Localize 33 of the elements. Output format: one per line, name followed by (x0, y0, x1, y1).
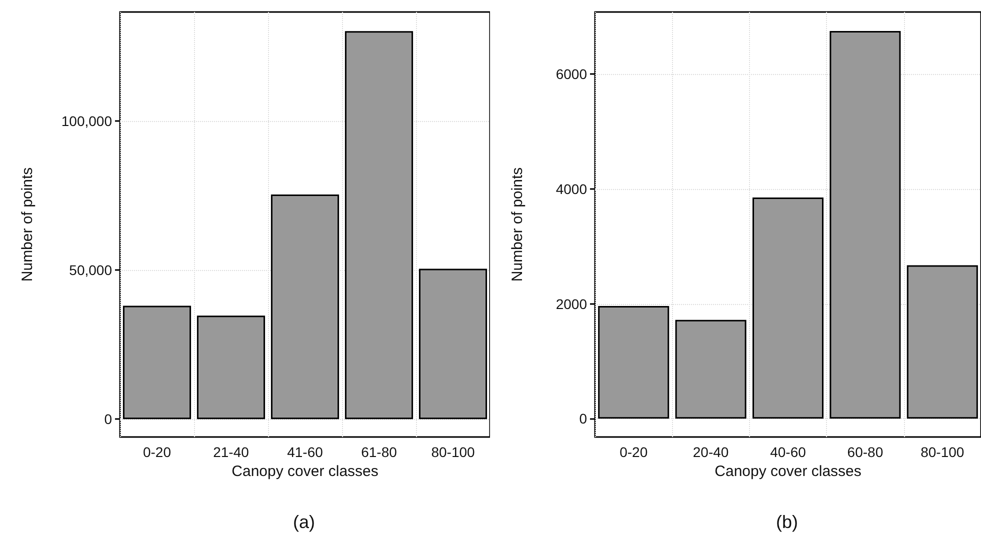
x-tick-label: 0-20 (142, 444, 172, 460)
x-tick-label: 80-100 (920, 444, 964, 460)
y-tick-label: 0 (579, 410, 588, 427)
bar (906, 265, 978, 419)
y-axis-title: Number of points (19, 167, 36, 282)
x-axis-title: Canopy cover classes (232, 462, 378, 480)
x-tick-label: 20-40 (692, 444, 729, 460)
x-tick-label: 41-60 (287, 444, 324, 460)
text: (b) (776, 512, 798, 532)
x-tick-label: 60-80 (847, 444, 884, 460)
bar (752, 198, 824, 419)
bar (344, 31, 414, 420)
y-tick-label: 0 (104, 411, 112, 428)
y-tick-label: 2000 (556, 296, 588, 312)
bar (196, 316, 266, 420)
x-tick-label: 0-20 (620, 444, 648, 460)
y-axis-title: Number of points (509, 167, 526, 282)
bar (830, 30, 901, 419)
x-tick-label: 21-40 (213, 444, 250, 460)
bar (598, 306, 670, 419)
y-tick-label: 100,000 (61, 112, 112, 129)
y-tick-label: 50,000 (69, 262, 112, 278)
x-tick-label: 40-60 (770, 444, 806, 460)
x-tick-label: 80-100 (431, 444, 476, 460)
y-tick-label: 6000 (556, 66, 588, 82)
x-axis-title: Canopy cover classes (714, 462, 862, 480)
text: (a) (293, 512, 315, 532)
bar (122, 306, 192, 420)
bar (418, 268, 488, 420)
bar (270, 194, 340, 420)
x-tick-label: 61-80 (361, 444, 398, 460)
y-tick-label: 4000 (556, 180, 588, 197)
bar (675, 320, 746, 419)
